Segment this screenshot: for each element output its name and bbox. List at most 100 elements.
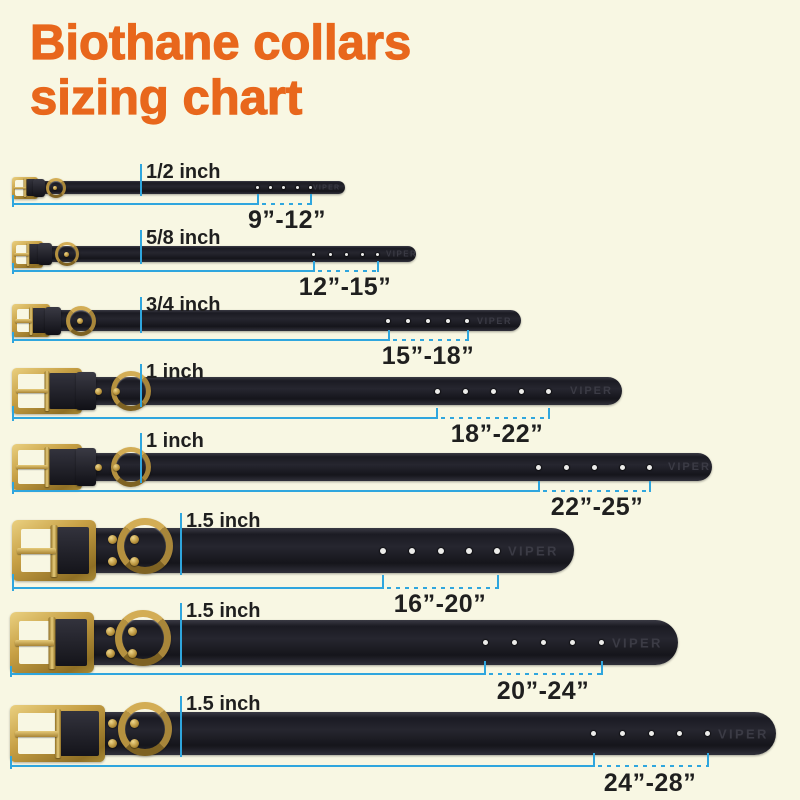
adjustment-hole xyxy=(535,464,541,470)
rivet-icon xyxy=(107,739,117,748)
strap-keeper xyxy=(45,306,61,335)
dimension-line-solid xyxy=(13,490,539,492)
buckle-prong xyxy=(15,318,33,323)
adjustment-hole xyxy=(406,318,410,323)
buckle-strap-through xyxy=(49,448,78,486)
width-indicator-line xyxy=(140,164,142,196)
dimension-tick-mid xyxy=(538,481,540,492)
adjustment-hole xyxy=(466,547,472,554)
d-ring-icon xyxy=(66,305,96,336)
adjustment-hole xyxy=(569,640,575,645)
buckle-strap-through xyxy=(60,711,99,756)
dimension-tick-left xyxy=(12,263,14,274)
rivet-icon xyxy=(63,251,69,257)
size-range-label: 18”-22” xyxy=(450,420,544,448)
width-label: 1 inch xyxy=(146,430,204,452)
rivet-icon xyxy=(107,557,117,566)
dimension-tick-left xyxy=(12,574,14,591)
dimension-line-dashed xyxy=(387,587,498,589)
adjustment-hole xyxy=(619,731,625,736)
dimension-tick-end xyxy=(377,261,379,272)
brand-text: VIPER xyxy=(668,461,711,473)
collar-strap xyxy=(25,246,416,262)
adjustment-hole xyxy=(438,547,444,554)
d-ring-icon xyxy=(46,177,66,198)
dimension-line-dashed xyxy=(598,765,708,767)
d-ring-icon xyxy=(117,518,173,574)
dimension-tick-end xyxy=(548,408,550,419)
dimension-line-solid xyxy=(11,765,594,767)
adjustment-hole xyxy=(590,731,596,736)
width-label: 1.5 inch xyxy=(186,510,261,532)
adjustment-hole xyxy=(308,186,312,189)
dimension-line-dashed xyxy=(318,270,378,272)
collar-strap xyxy=(43,453,712,481)
width-indicator-line xyxy=(180,513,182,575)
dimension-tick-mid xyxy=(484,661,486,675)
brand-text: VIPER xyxy=(612,635,663,650)
dimension-tick-end xyxy=(601,661,603,675)
size-range-label: 22”-25” xyxy=(550,493,644,521)
dimension-line-solid xyxy=(13,417,437,419)
dimension-line-dashed xyxy=(543,490,650,492)
width-indicator-line xyxy=(140,230,142,264)
rivet-icon xyxy=(129,719,139,728)
adjustment-hole xyxy=(518,388,524,394)
buckle-strap-through xyxy=(49,372,78,410)
collar-strap xyxy=(29,310,521,331)
dimension-tick-left xyxy=(10,756,12,769)
dimension-tick-end xyxy=(497,575,499,589)
brand-text: VIPER xyxy=(313,184,341,191)
brand-text: VIPER xyxy=(477,315,513,326)
brand-text: VIPER xyxy=(718,726,769,741)
adjustment-hole xyxy=(465,318,469,323)
dimension-line-solid xyxy=(11,673,485,675)
adjustment-hole xyxy=(646,464,652,470)
buckle-icon xyxy=(10,705,105,762)
d-ring-icon xyxy=(55,242,79,266)
strap-keeper xyxy=(33,178,45,197)
d-ring-icon xyxy=(115,610,171,666)
dimension-tick-left xyxy=(12,482,14,494)
rivet-icon xyxy=(129,535,139,544)
adjustment-hole xyxy=(704,731,710,736)
buckle-strap-through xyxy=(32,308,47,333)
rivet-icon xyxy=(105,627,115,636)
size-range-label: 24”-28” xyxy=(603,769,697,797)
adjustment-hole xyxy=(311,252,315,256)
rivet-icon xyxy=(107,535,117,544)
buckle-strap-through xyxy=(25,178,36,197)
rivet-icon xyxy=(105,649,115,658)
width-indicator-line xyxy=(140,433,142,483)
rivet-icon xyxy=(127,627,137,636)
dimension-tick-mid xyxy=(313,261,315,272)
buckle-icon xyxy=(12,520,96,581)
adjustment-hole xyxy=(360,252,364,256)
buckle-prong xyxy=(13,186,26,189)
buckle-prong xyxy=(14,252,29,256)
adjustment-hole xyxy=(598,640,604,645)
dimension-line-solid xyxy=(13,203,258,205)
adjustment-hole xyxy=(328,252,332,256)
dimension-tick-mid xyxy=(593,753,595,767)
dimension-tick-end xyxy=(707,753,709,767)
dimension-tick-end xyxy=(310,194,312,205)
buckle-prong xyxy=(14,730,59,737)
adjustment-hole xyxy=(494,547,500,554)
adjustment-hole xyxy=(619,464,625,470)
adjustment-hole xyxy=(386,318,390,323)
adjustment-hole xyxy=(426,318,430,323)
size-range-label: 16”-20” xyxy=(393,590,487,618)
width-label: 1.5 inch xyxy=(186,693,261,715)
dimension-line-dashed xyxy=(262,203,311,205)
width-label: 1.5 inch xyxy=(186,600,261,622)
collar-strap xyxy=(23,181,345,194)
buckle-strap-through xyxy=(54,619,88,666)
